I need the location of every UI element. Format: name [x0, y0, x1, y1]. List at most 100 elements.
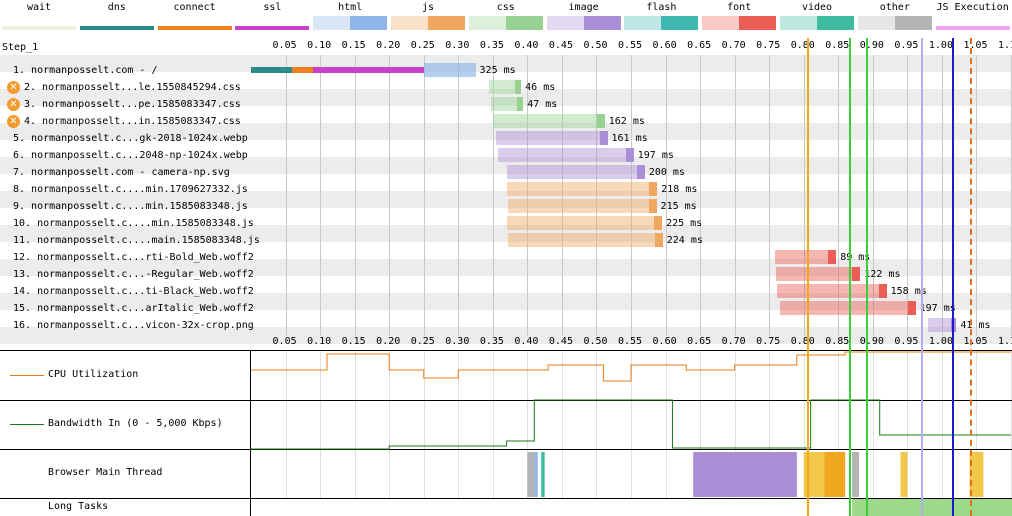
- gridline: [630, 350, 632, 498]
- request-bar[interactable]: [492, 114, 605, 128]
- request-duration: 161 ms: [611, 133, 648, 144]
- download-bar: [649, 182, 658, 196]
- row-stripe: [0, 157, 1012, 174]
- tick-label: 0.30: [445, 336, 470, 347]
- download-bar: [636, 165, 645, 179]
- gridline: [527, 55, 529, 336]
- request-label[interactable]: 2. normanposselt...le.1550845294.css: [24, 82, 241, 93]
- tick-label: 0.25: [410, 40, 435, 51]
- legend-swatch: [546, 16, 621, 30]
- download-bar: [654, 233, 663, 247]
- gridline: [561, 350, 563, 498]
- tick-label: 0.75: [756, 336, 781, 347]
- separator-line: [0, 350, 1012, 351]
- legend-label: font: [727, 2, 752, 13]
- legend-swatch: [857, 16, 932, 30]
- request-label[interactable]: 12. normanposselt.c...rti-Bold_Web.woff2: [13, 252, 254, 263]
- request-label[interactable]: 3. normanposselt...pe.1585083347.css: [24, 99, 241, 110]
- main-thread-activity: [693, 452, 797, 497]
- request-bar[interactable]: [777, 284, 887, 298]
- gridline: [354, 350, 356, 498]
- request-bar[interactable]: [506, 182, 658, 196]
- download-bar: [625, 148, 634, 162]
- gridline: [389, 350, 391, 498]
- tick-label: 1.10: [997, 40, 1012, 51]
- request-label[interactable]: 4. normanposselt...in.1585083347.css: [24, 116, 241, 127]
- request-bar[interactable]: [776, 267, 861, 281]
- request-label[interactable]: 5. normanposselt.c...gk-2018-1024x.webp: [13, 133, 248, 144]
- long-tasks-label: Long Tasks: [48, 501, 109, 512]
- request-bar[interactable]: [423, 63, 476, 77]
- request-duration: 122 ms: [864, 269, 901, 280]
- request-duration: 41 ms: [960, 320, 991, 331]
- download-bar: [648, 199, 657, 213]
- gridline: [492, 350, 494, 498]
- gridline: [872, 55, 874, 336]
- request-label[interactable]: 16. normanposselt.c...vicon-32x-crop.png: [13, 320, 254, 331]
- tick-label: 0.90: [859, 40, 884, 51]
- request-bar[interactable]: [497, 148, 634, 162]
- tick-label: 0.95: [894, 40, 919, 51]
- contentful-paint-marker: [865, 38, 868, 516]
- gridline: [941, 350, 943, 498]
- request-label[interactable]: 6. normanposselt.c...2048-np-1024x.webp: [13, 150, 248, 161]
- main-thread-activity: [534, 452, 538, 497]
- tick-label: 0.80: [790, 40, 815, 51]
- request-duration: 197 ms: [919, 303, 956, 314]
- request-label[interactable]: 8. normanposselt.c....min.1709627332.js: [13, 184, 248, 195]
- request-label[interactable]: 7. normanposselt.com - camera-np.svg: [13, 167, 230, 178]
- gridline: [976, 350, 978, 498]
- gridline: [700, 350, 702, 498]
- request-label[interactable]: 10. normanposselt.c....min.1585083348.js: [13, 218, 254, 229]
- legend-swatch: [157, 18, 232, 30]
- request-duration: 215 ms: [660, 201, 697, 212]
- request-bar[interactable]: [779, 301, 916, 315]
- row-stripe: [0, 327, 1012, 344]
- main-thread-activity: [527, 452, 535, 497]
- request-duration: 225 ms: [666, 218, 703, 229]
- row-stripe: [0, 123, 1012, 140]
- tick-label: 0.15: [341, 336, 366, 347]
- request-bar[interactable]: [496, 131, 608, 145]
- request-bar[interactable]: [506, 165, 645, 179]
- legend-swatch: [624, 16, 699, 30]
- tick-label: 0.60: [652, 336, 677, 347]
- gridline: [492, 55, 494, 336]
- row-stripe: [0, 225, 1012, 242]
- request-bar[interactable]: [506, 216, 663, 230]
- download-bar: [599, 131, 608, 145]
- request-label[interactable]: 11. normanposselt.c....main.1585083348.j…: [13, 235, 260, 246]
- request-bar[interactable]: [928, 318, 957, 332]
- request-bar[interactable]: [774, 250, 837, 264]
- first-paint-marker: [848, 38, 851, 516]
- request-duration: 197 ms: [637, 150, 674, 161]
- warning-icon: ✕: [7, 81, 20, 94]
- tick-label: 0.85: [825, 336, 850, 347]
- legend-swatch: [468, 16, 543, 30]
- request-bar[interactable]: [490, 97, 524, 111]
- main-thread-activity: [824, 452, 846, 497]
- gridline: [458, 350, 460, 498]
- request-label[interactable]: 14. normanposselt.c...ti-Black_Web.woff2: [13, 286, 254, 297]
- tick-label: 0.40: [514, 336, 539, 347]
- tick-label: 0.85: [825, 40, 850, 51]
- gridline: [769, 350, 771, 498]
- tick-label: 0.50: [583, 40, 608, 51]
- request-label[interactable]: 1. normanposselt.com - /: [13, 65, 158, 76]
- gridline: [1010, 350, 1012, 498]
- legend-swatch: [702, 16, 777, 30]
- request-label[interactable]: 9. normanposselt.c....min.1585083348.js: [13, 201, 248, 212]
- tick-label: 0.20: [376, 336, 401, 347]
- request-bar[interactable]: [508, 199, 657, 213]
- request-bar[interactable]: [508, 233, 663, 247]
- cpu-utilization-label: CPU Utilization: [48, 369, 139, 380]
- gridline: [907, 55, 909, 336]
- legend-label: dns: [107, 2, 126, 13]
- gridline: [320, 350, 322, 498]
- request-bar[interactable]: [489, 80, 522, 94]
- bandwidth-in-label: Bandwidth In (0 - 5,000 Kbps): [48, 418, 223, 429]
- warning-icon: ✕: [7, 98, 20, 111]
- tick-label: 0.30: [445, 40, 470, 51]
- request-label[interactable]: 15. normanposselt.c...arItalic_Web.woff2: [13, 303, 254, 314]
- request-label[interactable]: 13. normanposselt.c...-Regular_Web.woff2: [13, 269, 254, 280]
